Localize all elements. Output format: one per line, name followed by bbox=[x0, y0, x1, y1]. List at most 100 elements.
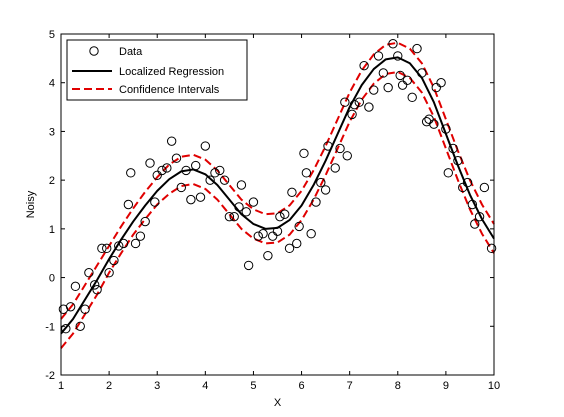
data-point bbox=[349, 99, 360, 110]
data-point bbox=[347, 109, 357, 120]
data-point bbox=[292, 238, 302, 249]
y-tick-label: -2 bbox=[45, 370, 55, 382]
data-point bbox=[424, 114, 434, 124]
data-point bbox=[248, 197, 259, 207]
x-axis-label: X bbox=[274, 397, 282, 409]
data-point bbox=[92, 285, 102, 295]
data-point bbox=[287, 187, 297, 198]
points-layer bbox=[58, 39, 497, 334]
data-point bbox=[126, 168, 136, 178]
data-point bbox=[417, 68, 427, 78]
data-point bbox=[241, 207, 251, 217]
data-point bbox=[402, 75, 413, 85]
data-point bbox=[393, 51, 403, 61]
data-point bbox=[280, 209, 290, 219]
data-point bbox=[294, 221, 304, 232]
data-point bbox=[429, 119, 439, 129]
data-point bbox=[171, 153, 182, 163]
data-point bbox=[311, 197, 321, 207]
data-point bbox=[135, 231, 146, 241]
data-point bbox=[219, 175, 230, 185]
x-tick-label: 7 bbox=[347, 380, 353, 392]
x-tick-label: 6 bbox=[298, 380, 304, 392]
data-point bbox=[176, 182, 186, 193]
axes-box bbox=[60, 33, 495, 376]
data-point bbox=[104, 268, 114, 278]
x-tick-label: 1 bbox=[58, 380, 64, 392]
data-point bbox=[114, 241, 124, 251]
x-tick-label: 9 bbox=[443, 380, 449, 392]
data-point bbox=[80, 304, 90, 314]
data-point bbox=[229, 211, 239, 222]
data-point bbox=[234, 202, 244, 212]
data-point bbox=[301, 168, 312, 178]
data-point bbox=[407, 92, 417, 103]
data-point bbox=[215, 165, 225, 176]
y-tick-label: -1 bbox=[45, 321, 55, 333]
data-point bbox=[272, 226, 283, 236]
data-point bbox=[441, 124, 451, 134]
data-point bbox=[140, 216, 150, 227]
data-point bbox=[421, 116, 432, 127]
data-point bbox=[397, 80, 408, 90]
data-point bbox=[486, 243, 497, 254]
data-point bbox=[205, 175, 215, 185]
data-point bbox=[284, 243, 295, 254]
data-point bbox=[210, 168, 220, 178]
data-point bbox=[253, 231, 263, 241]
x-tick-label: 2 bbox=[106, 380, 112, 392]
data-point bbox=[186, 194, 196, 205]
y-tick-label: 4 bbox=[49, 78, 55, 90]
data-point bbox=[65, 302, 76, 312]
y-axis-label: Noisy bbox=[25, 190, 37, 218]
data-point bbox=[181, 165, 191, 176]
data-point bbox=[342, 151, 352, 161]
data-point bbox=[378, 68, 389, 78]
data-point bbox=[373, 51, 384, 61]
data-point bbox=[109, 255, 119, 266]
data-point bbox=[431, 82, 441, 93]
legend-label-data: Data bbox=[119, 46, 143, 58]
data-point bbox=[157, 165, 167, 176]
data-point bbox=[123, 199, 134, 210]
data-point bbox=[299, 148, 309, 159]
data-point bbox=[443, 168, 453, 178]
data-point bbox=[364, 102, 374, 112]
data-point bbox=[75, 321, 85, 331]
data-point bbox=[388, 39, 398, 49]
data-point bbox=[383, 82, 393, 93]
data-point bbox=[335, 143, 345, 154]
data-point bbox=[474, 211, 485, 222]
legend-marker-data bbox=[89, 46, 99, 56]
data-point bbox=[359, 60, 369, 71]
data-point bbox=[467, 199, 478, 210]
data-point bbox=[243, 260, 254, 271]
confidence-interval-line bbox=[60, 71, 495, 349]
data-point bbox=[195, 192, 206, 202]
regression-line bbox=[60, 56, 495, 335]
data-point bbox=[369, 85, 379, 95]
data-point bbox=[267, 231, 278, 241]
data-point bbox=[436, 78, 446, 88]
data-point bbox=[102, 243, 112, 254]
data-point bbox=[191, 160, 201, 171]
y-tick-label: 3 bbox=[49, 126, 55, 138]
data-point bbox=[84, 268, 94, 278]
x-tick-label: 10 bbox=[488, 380, 500, 392]
legend-label-ci: Confidence Intervals bbox=[119, 84, 220, 96]
legend-label-fit: Localized Regression bbox=[119, 66, 224, 78]
data-point bbox=[470, 219, 480, 229]
data-point bbox=[97, 243, 107, 254]
data-point bbox=[58, 304, 69, 314]
data-point bbox=[479, 182, 490, 193]
data-point bbox=[70, 281, 81, 292]
data-point bbox=[306, 229, 316, 239]
data-point bbox=[412, 43, 422, 54]
data-point bbox=[236, 180, 247, 190]
data-point bbox=[320, 185, 331, 195]
ticks-layer: 1 2 3 4 5 6 7 8 9 10 -2 -1 0 1 2 3 4 5 bbox=[45, 29, 500, 392]
y-tick-label: 1 bbox=[49, 224, 55, 236]
data-point bbox=[395, 70, 405, 81]
